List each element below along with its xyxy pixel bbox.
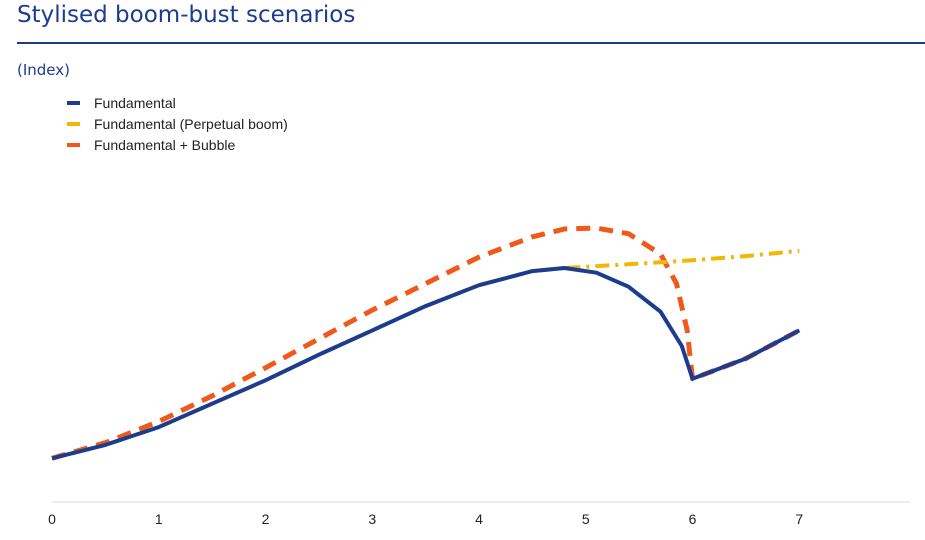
x-tick-label-3: 3	[368, 511, 376, 527]
x-tick-label-7: 7	[795, 511, 803, 527]
x-tick-label-2: 2	[262, 511, 270, 527]
x-tick-label-4: 4	[475, 511, 483, 527]
page-title: Stylised boom-bust scenarios	[17, 2, 356, 28]
x-axis-ticks: 0 1 2 3 4 5 6 7	[48, 511, 803, 527]
chart-subtitle: (Index)	[17, 61, 70, 79]
x-tick-label-6: 6	[689, 511, 697, 527]
x-tick-label-5: 5	[582, 511, 590, 527]
x-tick-label-1: 1	[155, 511, 163, 527]
legend-label-1: Fundamental (Perpetual boom)	[94, 116, 288, 132]
series-line-0	[51, 266, 801, 461]
series-line-2	[51, 225, 801, 461]
chart-legend: Fundamental Fundamental (Perpetual boom) F…	[67, 95, 288, 153]
x-tick-label-0: 0	[48, 511, 56, 527]
legend-label-0: Fundamental	[94, 95, 176, 111]
legend-label-2: Fundamental + Bubble	[94, 137, 235, 153]
chart-series	[51, 225, 801, 461]
title-divider	[17, 42, 925, 44]
